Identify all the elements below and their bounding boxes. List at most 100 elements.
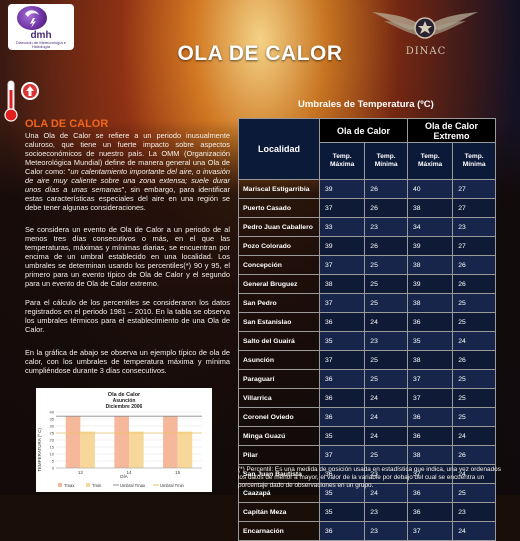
thermometer-icon [4,80,18,122]
cell-value: 23 [364,331,408,351]
cell-value: 27 [452,198,496,218]
table-row: Puerto Casado 37 26 38 27 [238,198,496,218]
cell-localidad: Minga Guazú [238,426,320,446]
cell-value: 24 [364,312,408,332]
y-tick-label: 0 [52,466,55,471]
table-row: Encarnación 36 23 37 24 [238,521,496,541]
cell-value: 36 [318,369,366,389]
cell-value: 39 [318,236,366,256]
cell-value: 24 [364,407,408,427]
table-row: San Estanislao 36 24 36 25 [238,312,496,332]
cell-localidad: San Estanislao [238,312,320,332]
cell-value: 39 [406,274,454,294]
table-row: Paraguarí 36 25 37 25 [238,369,496,389]
cell-localidad: Pedro Juan Caballero [238,217,320,237]
legend-swatch [58,483,62,487]
table-row: Capitán Meza 35 23 36 23 [238,502,496,522]
cell-value: 37 [406,521,454,541]
cell-value: 24 [452,521,496,541]
cell-value: 26 [452,274,496,294]
heat-wave-chart: Ola de Calor Asunción Diciembre 2006 TEM… [36,388,212,492]
y-tick-label: 40 [50,410,55,415]
page-title: OLA DE CALOR [177,42,343,65]
cell-value: 25 [364,274,408,294]
cell-localidad: Concepción [238,255,320,275]
dmh-logo-emblem [17,6,47,30]
cell-localidad: General Bruguez [238,274,320,294]
table-row: Salto del Guairá 35 23 35 24 [238,331,496,351]
y-tick-label: 10 [50,452,55,457]
cell-value: 23 [452,217,496,237]
chart-xlabel: DÍA [120,473,128,479]
cell-value: 25 [452,312,496,332]
cell-localidad: Pozo Colorado [238,236,320,256]
cell-value: 24 [452,464,496,484]
cell-value: 35 [318,426,366,446]
cell-value: 25 [452,369,496,389]
cell-value: 26 [364,198,408,218]
cell-value: 37 [406,464,454,484]
cell-value: 35 [318,502,366,522]
legend-label: Umbral Tmax [120,483,146,488]
cell-value: 25 [452,407,496,427]
arrow-up-icon [21,82,39,100]
dmh-logo-text: dmh [30,30,52,41]
cell-value: 40 [406,179,454,199]
cell-value: 23 [364,502,408,522]
cell-value: 38 [406,350,454,370]
cell-value: 26 [364,179,408,199]
cell-value: 26 [364,236,408,256]
cell-value: 38 [406,445,454,465]
cell-localidad: Salto del Guairá [238,331,320,351]
cell-localidad: Encarnación [238,521,320,541]
cell-value: 36 [318,521,366,541]
table-row: Coronel Oviedo 36 24 36 25 [238,407,496,427]
cell-value: 38 [406,198,454,218]
cell-value: 36 [318,388,366,408]
cell-value: 23 [364,521,408,541]
bar-tmin [80,431,95,468]
cell-value: 25 [452,388,496,408]
dinac-wings-emblem [372,12,478,39]
section-title: OLA DE CALOR [25,118,109,130]
cell-value: 36 [406,502,454,522]
cell-value: 37 [318,445,366,465]
chart-subtitle-2: Diciembre 2006 [106,404,143,410]
y-tick-label: 20 [50,438,55,443]
x-tick-label: 13 [78,470,84,475]
x-tick-label: 14 [126,470,132,475]
paragraph-percentiles: Para el cálculo de los percentiles se co… [25,298,230,334]
cell-localidad: Capitán Meza [238,502,320,522]
cell-value: 25 [452,293,496,313]
who-definition-quote: un calentamiento importante del aire, o … [25,167,230,194]
cell-value: 35 [406,331,454,351]
cell-value: 25 [364,350,408,370]
cell-value: 35 [318,331,366,351]
cell-value: 39 [406,236,454,256]
table-row: San Pedro 37 25 38 25 [238,293,496,313]
cell-localidad: Villarrica [238,388,320,408]
table-row: General Bruguez 38 25 39 26 [238,274,496,294]
cell-value: 37 [318,293,366,313]
cell-value: 23 [452,502,496,522]
table-row: Minga Guazú 35 24 36 24 [238,426,496,446]
cell-value: 37 [406,388,454,408]
cell-value: 24 [364,388,408,408]
cell-value: 37 [406,369,454,389]
y-tick-label: 15 [50,445,55,450]
cell-localidad: Coronel Oviedo [238,407,320,427]
chart-title: Ola de Calor [108,392,141,398]
cell-value: 25 [364,369,408,389]
cell-value: 38 [406,255,454,275]
chart-svg: Ola de Calor Asunción Diciembre 2006 TEM… [37,392,202,488]
legend-label: Umbral Tmin [160,483,185,488]
cell-value: 36 [406,312,454,332]
cell-value: 25 [364,293,408,313]
cell-value: 23 [364,464,408,484]
x-tick-label: 15 [175,470,181,475]
cell-value: 37 [318,350,366,370]
table-row: Villarrica 36 24 37 25 [238,388,496,408]
paragraph-chart-intro: En la gráfica de abajo se observa un eje… [25,348,230,375]
y-tick-label: 30 [50,424,55,429]
chart-ylabel: TEMPERATURA (º C) [37,428,42,472]
